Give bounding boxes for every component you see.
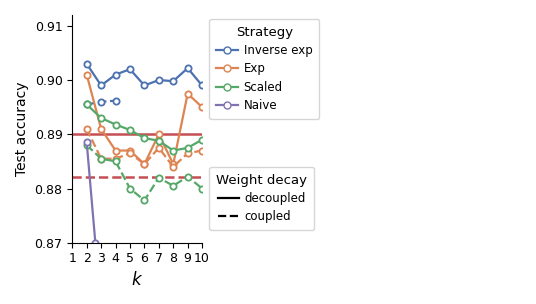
X-axis label: $k$: $k$ bbox=[131, 271, 143, 289]
Y-axis label: Test accuracy: Test accuracy bbox=[15, 81, 29, 176]
Legend: decoupled, coupled: decoupled, coupled bbox=[209, 167, 315, 230]
